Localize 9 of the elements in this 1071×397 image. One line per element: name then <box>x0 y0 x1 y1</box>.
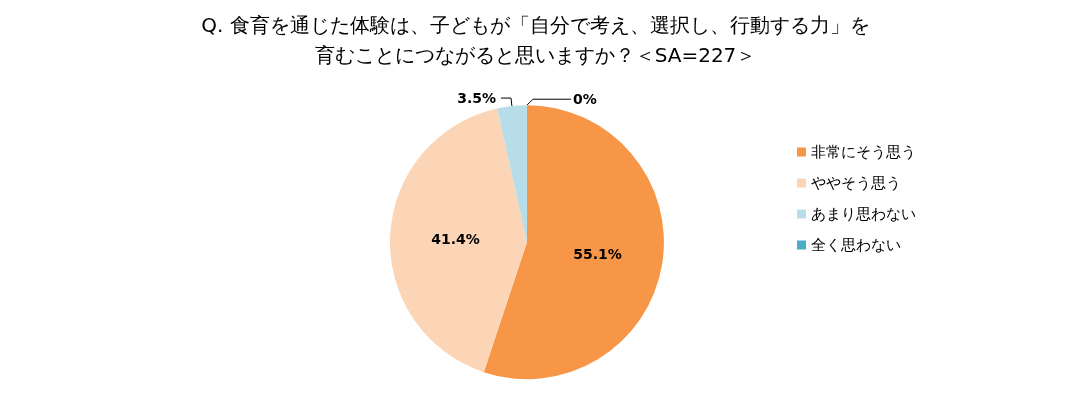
legend-label: あまり思わない <box>811 205 916 223</box>
text: 0% <box>572 91 597 108</box>
chart-title: Q. 食育を通じた体験は、子どもが「自分で考え、選択し、行動する力」を育むことにつながると思いますか？＜SA=227＞ <box>201 13 870 67</box>
data-label: 55.1% <box>573 245 622 262</box>
legend-label: 非常にそう思う <box>811 143 916 161</box>
legend-label: 全く思わない <box>811 236 901 254</box>
data-label: 41.4% <box>431 230 480 247</box>
legend-label: ややそう思う <box>811 174 901 192</box>
data-label: 3.5% <box>457 90 497 107</box>
